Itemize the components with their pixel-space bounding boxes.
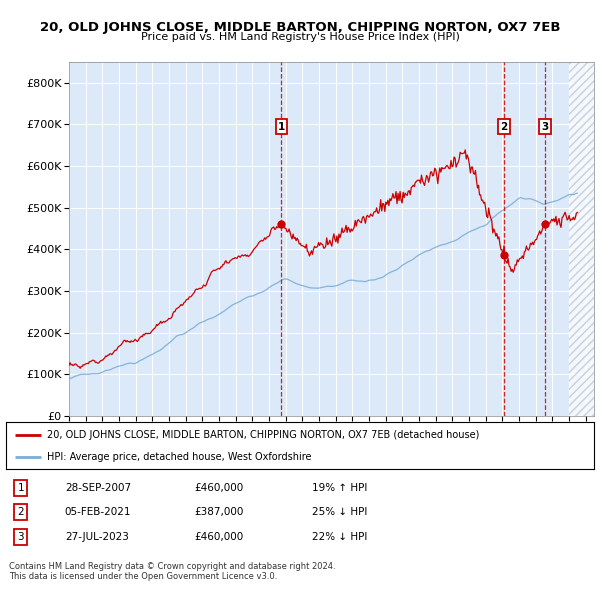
Text: 22% ↓ HPI: 22% ↓ HPI (312, 532, 367, 542)
Text: 25% ↓ HPI: 25% ↓ HPI (312, 507, 367, 517)
Text: 1: 1 (278, 122, 285, 132)
Text: 19% ↑ HPI: 19% ↑ HPI (312, 483, 367, 493)
Text: Contains HM Land Registry data © Crown copyright and database right 2024.
This d: Contains HM Land Registry data © Crown c… (9, 562, 335, 581)
Text: 2: 2 (500, 122, 508, 132)
Text: 27-JUL-2023: 27-JUL-2023 (65, 532, 128, 542)
Text: 3: 3 (17, 532, 24, 542)
Text: 28-SEP-2007: 28-SEP-2007 (65, 483, 131, 493)
Text: £387,000: £387,000 (194, 507, 244, 517)
Text: 1: 1 (17, 483, 24, 493)
Text: Price paid vs. HM Land Registry's House Price Index (HPI): Price paid vs. HM Land Registry's House … (140, 32, 460, 42)
Text: £460,000: £460,000 (194, 532, 244, 542)
Text: 05-FEB-2021: 05-FEB-2021 (65, 507, 131, 517)
Text: 2: 2 (17, 507, 24, 517)
Text: 3: 3 (542, 122, 549, 132)
Text: 20, OLD JOHNS CLOSE, MIDDLE BARTON, CHIPPING NORTON, OX7 7EB: 20, OLD JOHNS CLOSE, MIDDLE BARTON, CHIP… (40, 21, 560, 34)
Text: 20, OLD JOHNS CLOSE, MIDDLE BARTON, CHIPPING NORTON, OX7 7EB (detached house): 20, OLD JOHNS CLOSE, MIDDLE BARTON, CHIP… (47, 430, 479, 440)
Text: HPI: Average price, detached house, West Oxfordshire: HPI: Average price, detached house, West… (47, 453, 311, 462)
Text: £460,000: £460,000 (194, 483, 244, 493)
